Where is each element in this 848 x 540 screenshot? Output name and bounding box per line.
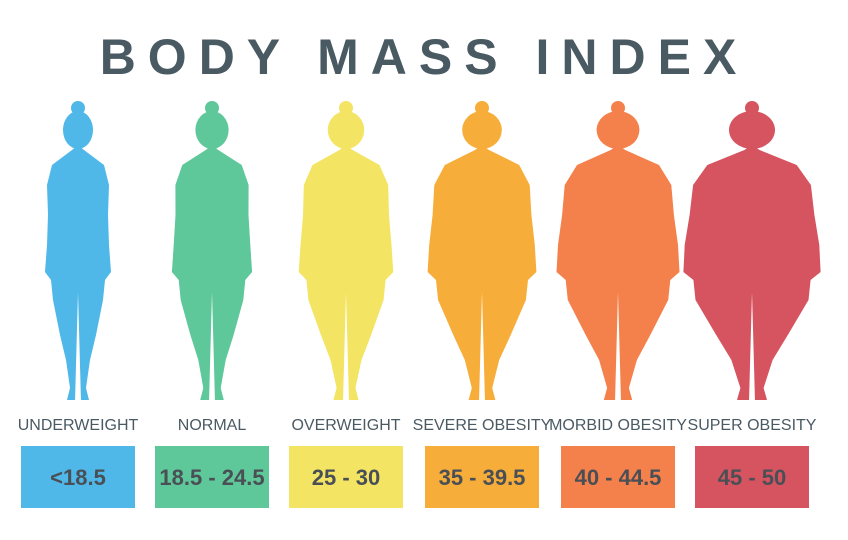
hair-bun xyxy=(611,101,625,115)
hair-bun xyxy=(475,101,489,115)
range-box xyxy=(289,446,403,508)
category-label: NORMAL xyxy=(178,417,247,434)
range-value: <18.5 xyxy=(50,465,106,490)
body xyxy=(171,145,253,400)
head xyxy=(195,111,229,149)
leg-gap xyxy=(749,292,755,402)
title: BODY MASS INDEX xyxy=(100,29,749,85)
range-value: 40 - 44.5 xyxy=(575,465,662,490)
figure: OVERWEIGHT 25 - 30 xyxy=(289,101,403,508)
hair-bun xyxy=(205,101,219,115)
head xyxy=(596,111,640,149)
range-value: 35 - 39.5 xyxy=(439,465,526,490)
range-box xyxy=(561,446,675,508)
head xyxy=(327,111,365,149)
category-label: SEVERE OBESITY xyxy=(413,417,552,434)
figure: SEVERE OBESITY 35 - 39.5 xyxy=(413,101,552,508)
hair-bun xyxy=(745,101,759,115)
body xyxy=(45,145,111,400)
leg-gap xyxy=(209,292,215,402)
body xyxy=(298,145,394,400)
range-value: 18.5 - 24.5 xyxy=(159,465,264,490)
range-box xyxy=(155,446,269,508)
range-box xyxy=(695,446,809,508)
body xyxy=(683,145,821,400)
leg-gap xyxy=(615,292,621,402)
hair-bun xyxy=(339,101,353,115)
hair-bun xyxy=(71,101,85,115)
figure: MORBID OBESITY 40 - 44.5 xyxy=(549,101,687,508)
head xyxy=(63,111,93,149)
head xyxy=(462,111,502,149)
figure: UNDERWEIGHT <18.5 xyxy=(18,101,139,508)
range-value: 45 - 50 xyxy=(718,465,787,490)
range-box xyxy=(21,446,135,508)
body xyxy=(556,145,680,400)
figure: NORMAL 18.5 - 24.5 xyxy=(155,101,269,508)
category-label: OVERWEIGHT xyxy=(291,417,400,434)
head xyxy=(729,111,775,149)
category-label: UNDERWEIGHT xyxy=(18,417,139,434)
leg-gap xyxy=(479,292,485,402)
figure: SUPER OBESITY 45 - 50 xyxy=(683,101,821,508)
leg-gap xyxy=(343,292,349,402)
body xyxy=(427,145,537,400)
category-label: MORBID OBESITY xyxy=(549,417,687,434)
figures: UNDERWEIGHT <18.5 NORMAL 18.5 - 24.5 OVERWEI… xyxy=(18,101,821,508)
leg-gap xyxy=(75,292,81,402)
range-box xyxy=(425,446,539,508)
category-label: SUPER OBESITY xyxy=(688,417,817,434)
range-value: 25 - 30 xyxy=(312,465,381,490)
